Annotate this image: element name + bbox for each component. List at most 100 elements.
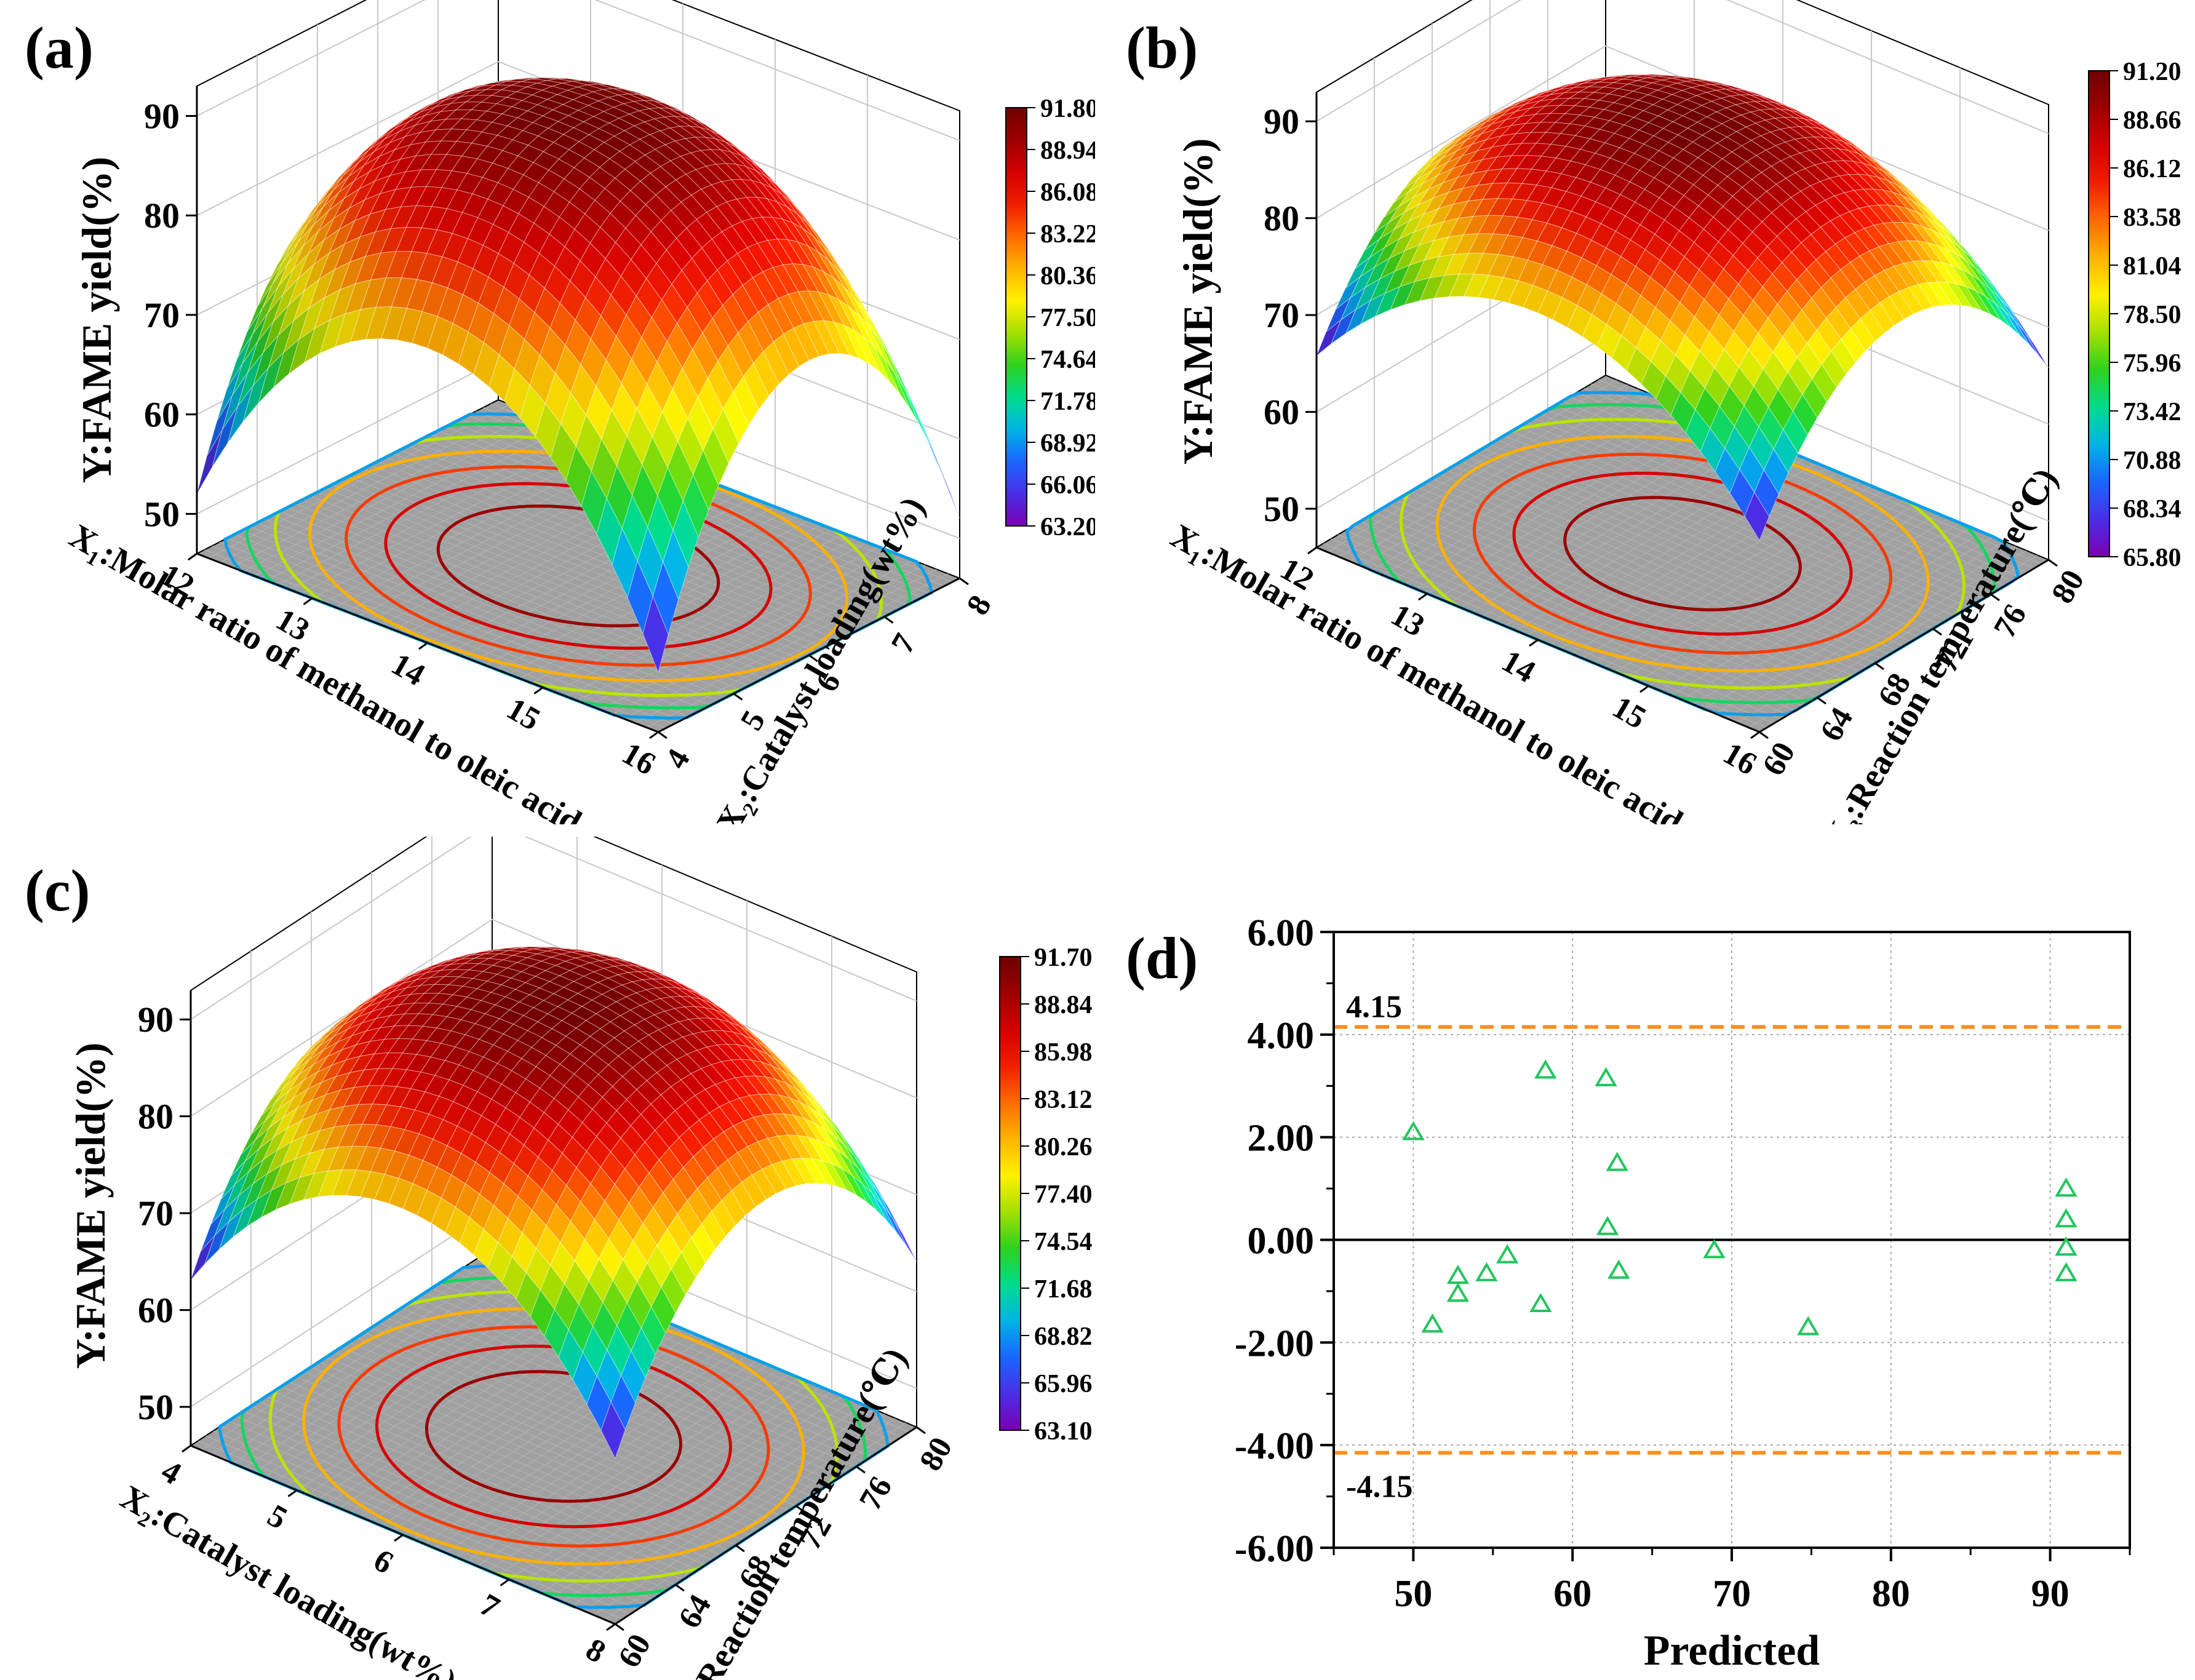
surface-patch	[500, 977, 527, 990]
surface-patch	[325, 1072, 351, 1096]
surface-patch	[1841, 328, 1866, 363]
surface-patch	[365, 306, 392, 340]
surface-patch	[904, 388, 930, 444]
y-tick-label: -6.00	[1235, 1528, 1314, 1570]
surface-patch	[459, 1217, 484, 1256]
y-tick-label: 64	[1814, 702, 1860, 747]
surface-patch	[773, 333, 800, 375]
surface-patch	[1390, 281, 1416, 311]
surface-patch	[787, 291, 815, 324]
surface-patch	[1970, 274, 1996, 304]
surface-patch	[619, 190, 647, 217]
residual-plot-d: 4.15 -4.15 50 60 70 80 90 6.00 4.00 2.00 0.00 -2.00…	[1235, 912, 2131, 1674]
surface-patch	[1492, 168, 1518, 184]
surface-patch	[1476, 168, 1503, 186]
colorbar-tick-label: 71.68	[1034, 1275, 1093, 1304]
surface-patch	[1729, 367, 1755, 407]
surface-patch	[384, 121, 410, 140]
surface-patch	[557, 948, 582, 953]
surface-patch	[632, 100, 661, 109]
surface-patch	[629, 181, 656, 205]
surface-patch	[420, 154, 447, 170]
x-tick-label: 14	[1496, 643, 1541, 690]
surface-patch	[574, 1238, 599, 1282]
surface-patch	[550, 953, 577, 962]
reference-line-label: 4.15	[1346, 989, 1402, 1024]
surface-patch	[1908, 284, 1934, 311]
surface-patch	[565, 1027, 591, 1045]
y-tick-mark	[2048, 559, 2058, 567]
surface-patch	[1625, 201, 1651, 225]
surface-patch	[374, 1174, 399, 1204]
z-axis-title: Y:FAME yield(%)	[73, 157, 120, 484]
surface-patch	[406, 1054, 432, 1073]
z-tick-label: 50	[144, 494, 180, 534]
surface-patch	[1520, 132, 1547, 144]
colorbar-tick-label: 75.96	[2123, 349, 2181, 378]
surface-patch	[1610, 194, 1636, 217]
surface-patch	[803, 320, 830, 357]
surface-patch	[607, 1325, 632, 1377]
surface-patch	[394, 132, 421, 151]
surface-patch	[682, 474, 709, 538]
surface-patch	[711, 181, 738, 202]
surface-patch	[550, 423, 576, 482]
surface-patch	[409, 106, 436, 122]
surface-patch	[1556, 250, 1582, 277]
surface-patch	[600, 1401, 626, 1460]
colorbar-tick-label: 80.36	[1040, 262, 1099, 290]
y-tick-label: -4.00	[1235, 1425, 1314, 1467]
surface-patch	[1761, 212, 1787, 237]
surface-patch	[493, 1033, 519, 1052]
surface-patch	[381, 1068, 407, 1087]
surface-patch	[1710, 84, 1735, 90]
surface-patch	[351, 1123, 377, 1147]
surface-patch	[669, 125, 696, 139]
surface-patch	[1436, 137, 1462, 157]
surface-patch	[696, 280, 723, 319]
surface-patch	[716, 201, 743, 226]
surface-patch	[712, 305, 739, 347]
surface-patch	[1911, 223, 1938, 246]
surface-patch	[349, 231, 376, 263]
surface-patch	[476, 146, 503, 164]
surface-patch	[487, 182, 514, 207]
surface-patch	[370, 1147, 396, 1175]
wall-grid-line	[1316, 0, 2049, 135]
surface-patch	[1745, 122, 1772, 137]
surface-patch	[491, 1083, 517, 1109]
surface-patch	[506, 79, 532, 82]
surface-patch	[671, 201, 698, 229]
surface-patch	[635, 989, 661, 1002]
floor-grid-line	[1569, 396, 2013, 582]
surface-patch	[517, 1175, 543, 1211]
surface-patch	[757, 304, 784, 343]
y-tick-label: 6.00	[1248, 912, 1315, 954]
surface-patch	[1522, 219, 1548, 242]
surface-patch	[722, 293, 749, 333]
surface-patch	[1941, 234, 1966, 261]
floor-grid-line	[1497, 439, 1940, 625]
y-tick-mark	[1990, 593, 2000, 602]
surface-patch	[793, 323, 819, 361]
surface-patch	[481, 1099, 506, 1125]
surface-patch	[1422, 146, 1448, 167]
colorbar-tick-label: 63.10	[1034, 1417, 1093, 1446]
y-tick-mark	[658, 731, 667, 739]
surface-patch	[571, 951, 596, 957]
surface-patch	[1524, 113, 1552, 124]
x-tick-label: 50	[1394, 1573, 1432, 1615]
surface-patch	[470, 102, 498, 112]
surface-patch	[677, 417, 704, 476]
surface-patch	[763, 341, 789, 385]
surface-patch	[424, 103, 451, 116]
surface-patch	[1520, 105, 1547, 117]
colorbar-tick-label: 68.34	[2123, 495, 2181, 524]
surface-patch	[681, 1236, 706, 1279]
surface-patch	[1772, 336, 1798, 373]
contour-line	[1563, 496, 1802, 611]
surface-patch	[586, 1136, 611, 1168]
surface-patch	[546, 78, 573, 84]
surface-patch	[1799, 149, 1825, 165]
surface-patch	[883, 357, 910, 408]
